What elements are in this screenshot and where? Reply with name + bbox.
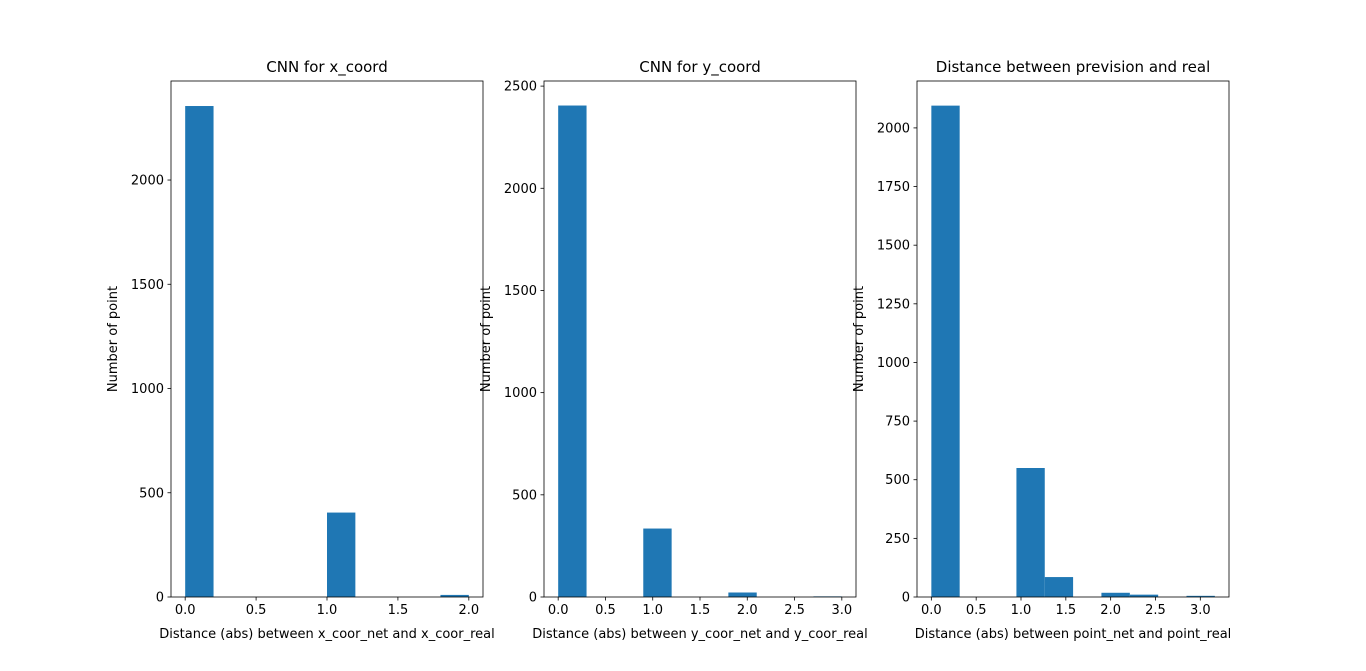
chart-title: CNN for y_coord: [639, 58, 760, 77]
x-tick-label: 3.0: [831, 603, 852, 618]
histogram-bar: [1044, 577, 1074, 597]
x-tick-label: 0.0: [548, 603, 569, 618]
histogram-bar: [558, 105, 587, 598]
histogram-bar: [1186, 595, 1215, 597]
x-axis-label: Distance (abs) between y_coor_net and y_…: [532, 627, 867, 642]
histogram-bar: [1129, 594, 1159, 597]
y-tick-label: 2500: [504, 80, 537, 95]
y-tick-label: 0: [529, 591, 537, 606]
y-tick-label: 2000: [504, 182, 537, 197]
y-tick-label: 1500: [131, 278, 164, 293]
y-tick-label: 500: [885, 473, 910, 488]
x-tick-label: 0.5: [595, 603, 616, 618]
y-axis-label: Number of point: [106, 286, 121, 392]
y-tick-label: 500: [512, 488, 537, 503]
y-tick-label: 1250: [877, 297, 910, 312]
histogram-bar: [931, 105, 960, 598]
x-tick-label: 1.5: [690, 603, 711, 618]
chart-title: Distance between prevision and real: [936, 58, 1210, 76]
histogram-bar: [728, 592, 757, 597]
x-tick-label: 2.5: [1145, 603, 1166, 618]
histogram-bar: [643, 528, 672, 597]
y-tick-label: 250: [885, 532, 910, 547]
y-tick-label: 1000: [504, 386, 537, 401]
y-tick-label: 750: [885, 415, 910, 430]
x-tick-label: 1.5: [1055, 603, 1076, 618]
y-tick-label: 2000: [877, 121, 910, 136]
x-tick-label: 0.0: [175, 603, 196, 618]
y-tick-label: 2000: [131, 174, 164, 189]
x-tick-label: 0.0: [921, 603, 942, 618]
y-tick-label: 500: [139, 486, 164, 501]
y-tick-label: 0: [156, 591, 164, 606]
y-tick-label: 1750: [877, 180, 910, 195]
x-tick-label: 3.0: [1190, 603, 1211, 618]
x-axis-label: Distance (abs) between point_net and poi…: [915, 627, 1232, 642]
y-tick-label: 1500: [877, 239, 910, 254]
x-tick-label: 0.5: [966, 603, 987, 618]
y-tick-label: 1000: [877, 356, 910, 371]
x-tick-label: 0.5: [246, 603, 267, 618]
histogram-bar: [1101, 592, 1130, 597]
histogram-bar: [185, 106, 214, 597]
x-tick-label: 2.5: [784, 603, 805, 618]
x-tick-label: 1.0: [642, 603, 663, 618]
chart-title: CNN for x_coord: [266, 58, 387, 77]
x-tick-label: 1.5: [388, 603, 409, 618]
x-tick-label: 2.0: [458, 603, 479, 618]
y-tick-label: 1500: [504, 284, 537, 299]
x-tick-label: 2.0: [737, 603, 758, 618]
histogram-bar: [440, 594, 469, 597]
x-tick-label: 2.0: [1100, 603, 1121, 618]
y-tick-label: 1000: [131, 382, 164, 397]
x-tick-label: 1.0: [1011, 603, 1032, 618]
y-tick-label: 0: [902, 591, 910, 606]
x-tick-label: 1.0: [317, 603, 338, 618]
y-axis-label: Number of point: [479, 286, 494, 392]
x-axis-label: Distance (abs) between x_coor_net and x_…: [159, 627, 494, 642]
plot-frame: [916, 80, 1230, 598]
histogram-bar: [1016, 468, 1045, 597]
histogram-bar: [327, 512, 356, 597]
y-axis-label: Number of point: [852, 286, 867, 392]
